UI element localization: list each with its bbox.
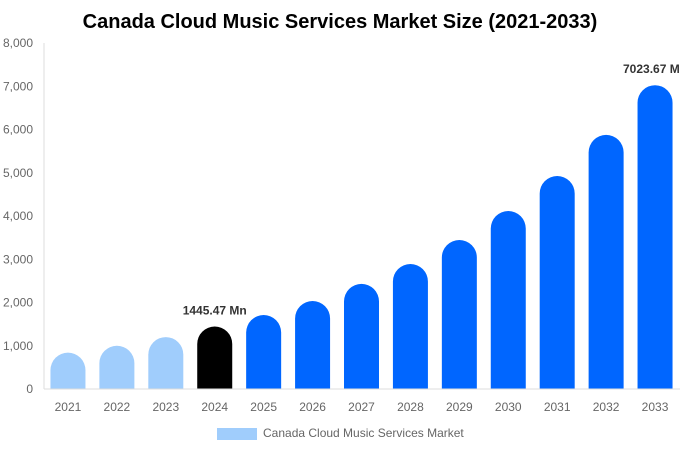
x-axis: 2021 2022 2023 2024 2025 2026 2027 2028 2029 2030… xyxy=(44,388,680,414)
x-tick-label: 2021 xyxy=(55,400,82,414)
bar-2031[interactable] xyxy=(539,175,575,389)
bar-2022[interactable] xyxy=(99,345,135,389)
x-tick-label: 2025 xyxy=(250,400,277,414)
y-tick-label: 5,000 xyxy=(3,166,33,180)
bar-2030[interactable] xyxy=(490,211,526,389)
bar-2026[interactable] xyxy=(295,300,331,389)
data-label-2033: 7023.67 Mn xyxy=(623,62,680,76)
x-tick-label: 2030 xyxy=(495,400,522,414)
data-label-2024: 1445.47 Mn xyxy=(183,303,247,317)
x-tick-label: 2031 xyxy=(544,400,571,414)
x-tick-label: 2029 xyxy=(446,400,473,414)
x-tick-label: 2033 xyxy=(642,400,669,414)
y-axis: 0 1,000 2,000 3,000 4,000 5,000 6,000 7,000 8,00… xyxy=(3,36,45,396)
x-tick-label: 2023 xyxy=(152,400,179,414)
x-tick-label: 2032 xyxy=(593,400,620,414)
y-tick-label: 8,000 xyxy=(3,36,33,50)
legend-swatch xyxy=(217,428,257,440)
bar-2023[interactable] xyxy=(148,337,184,389)
bar-2021[interactable] xyxy=(50,352,86,389)
x-tick-label: 2022 xyxy=(104,400,131,414)
x-tick-label: 2026 xyxy=(299,400,326,414)
y-tick-label: 0 xyxy=(26,382,33,396)
legend[interactable]: Canada Cloud Music Services Market xyxy=(217,426,464,440)
x-tick-label: 2024 xyxy=(201,400,228,414)
x-tick-label: 2027 xyxy=(348,400,375,414)
legend-label: Canada Cloud Music Services Market xyxy=(263,426,464,440)
x-tick-label: 2028 xyxy=(397,400,424,414)
y-tick-label: 6,000 xyxy=(3,123,33,137)
y-tick-label: 3,000 xyxy=(3,252,33,266)
y-tick-label: 2,000 xyxy=(3,296,33,310)
bar-2025[interactable] xyxy=(246,315,282,389)
bar-2033[interactable] xyxy=(637,85,673,390)
y-tick-label: 4,000 xyxy=(3,209,33,223)
bar-2024[interactable] xyxy=(197,326,233,389)
bar-2032[interactable] xyxy=(588,134,624,389)
bar-2028[interactable] xyxy=(392,264,428,389)
bar-2029[interactable] xyxy=(441,240,477,389)
data-labels: 1445.47 Mn 7023.67 Mn xyxy=(183,62,680,317)
bars xyxy=(50,85,673,390)
y-tick-label: 7,000 xyxy=(3,79,33,93)
chart-title: Canada Cloud Music Services Market Size … xyxy=(83,11,598,33)
bar-2027[interactable] xyxy=(344,283,379,389)
y-tick-label: 1,000 xyxy=(3,339,33,353)
